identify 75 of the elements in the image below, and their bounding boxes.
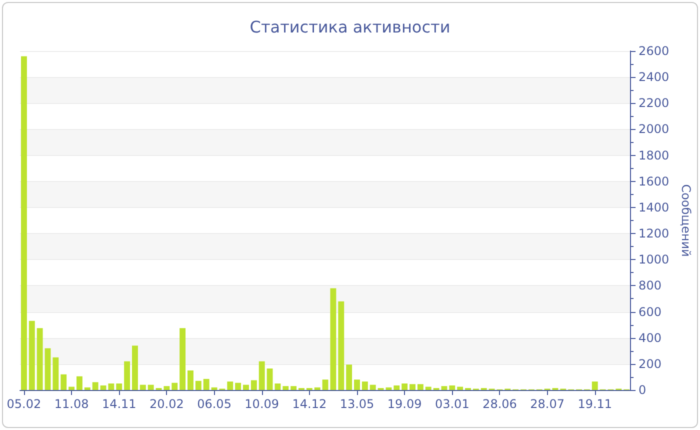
x-tick-label: 19.11 <box>578 397 612 411</box>
bar <box>172 382 178 390</box>
bar <box>180 328 186 390</box>
y-tick-label: 0 <box>638 383 646 397</box>
x-tick-label: 19.09 <box>387 397 422 411</box>
bar <box>28 320 35 390</box>
bar <box>164 386 170 390</box>
bar <box>394 385 400 390</box>
bar <box>44 348 51 390</box>
bar <box>20 56 27 390</box>
bar <box>203 378 210 390</box>
bar <box>116 383 122 390</box>
y-axis-title: Сообщений <box>679 184 693 257</box>
bar <box>592 382 598 390</box>
bar <box>92 382 98 390</box>
y-tick-label: 800 <box>638 278 662 293</box>
bar <box>362 382 368 390</box>
y-tick-label: 2400 <box>638 70 670 84</box>
bar <box>100 385 106 390</box>
bar <box>290 386 297 390</box>
x-tick-label: 10.09 <box>244 397 280 411</box>
x-tick-label: 13.05 <box>340 397 374 411</box>
bar <box>52 357 59 390</box>
bar <box>84 387 90 390</box>
x-tick-label: 14.12 <box>292 397 327 411</box>
bar <box>140 384 146 390</box>
bar <box>124 361 130 390</box>
bar <box>410 384 416 390</box>
bar <box>68 386 75 390</box>
y-tick-label: 1600 <box>638 174 670 188</box>
bar <box>188 370 194 390</box>
bar <box>132 346 138 390</box>
bar <box>235 382 242 390</box>
bar <box>370 384 376 390</box>
bar <box>354 380 360 390</box>
x-tick-label: 11.08 <box>54 397 89 411</box>
bar <box>282 386 289 390</box>
x-tick-label: 20.02 <box>150 397 184 411</box>
y-tick-label: 2000 <box>638 122 670 136</box>
bar <box>148 384 154 390</box>
bar <box>274 383 281 390</box>
y-tick-label: 2200 <box>638 96 670 110</box>
y-tick-label: 1400 <box>638 200 670 214</box>
y-tick-label: 1200 <box>638 226 670 241</box>
y-tick-label: 2600 <box>638 44 670 58</box>
x-tick-label: 05.02 <box>6 397 42 411</box>
x-tick-label: 14.11 <box>102 397 136 411</box>
bar <box>195 380 202 390</box>
x-tick-label: 28.06 <box>482 397 517 411</box>
bar <box>425 386 432 390</box>
bar <box>76 376 82 390</box>
chart-title: Статистика активности <box>250 18 450 36</box>
bar <box>338 301 344 390</box>
bar <box>346 364 352 390</box>
bar <box>457 386 464 390</box>
bar <box>417 384 424 390</box>
y-tick-label: 200 <box>638 356 662 371</box>
bar <box>449 385 456 390</box>
x-tick-label: 06.05 <box>197 397 232 411</box>
bar <box>266 368 273 390</box>
bar <box>108 383 114 390</box>
x-tick-label: 03.01 <box>434 397 470 411</box>
bar <box>227 382 234 390</box>
bar <box>250 380 257 390</box>
y-tick-label: 400 <box>638 330 662 345</box>
bar <box>60 374 67 390</box>
y-tick-label: 1800 <box>638 148 670 162</box>
x-tick-label: 28.07 <box>530 397 564 411</box>
y-tick-label: 1000 <box>638 252 670 267</box>
bar <box>402 383 408 390</box>
bar <box>258 361 265 390</box>
bar <box>243 384 249 390</box>
bar <box>314 387 320 390</box>
bar <box>36 328 43 390</box>
y-tick-label: 600 <box>638 304 662 319</box>
